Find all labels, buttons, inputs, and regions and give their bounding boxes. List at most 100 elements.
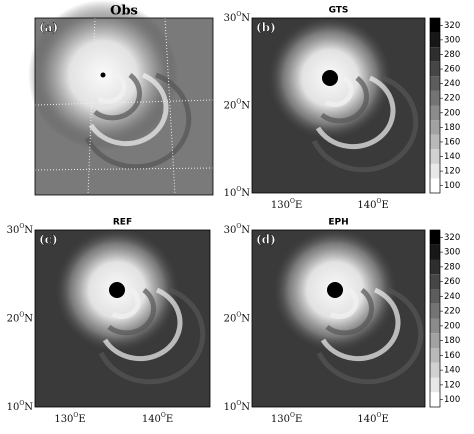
panel-label: (c) (39, 233, 58, 247)
spiral-band (84, 72, 192, 170)
colorbar-tick-label: 140 (444, 366, 460, 376)
colorbar-tick-label: 240 (444, 79, 460, 89)
colorbar-tick-label: 320 (444, 21, 460, 31)
colorbar-tick-label: 160 (444, 137, 460, 147)
text-part: 10 (224, 402, 237, 413)
colorbar-band (430, 120, 440, 135)
text-part: O (290, 412, 295, 419)
spiral-band (315, 75, 396, 150)
colorbar-band (430, 47, 440, 62)
text-part: 30 (224, 225, 237, 236)
latitude-label: 20ON (224, 98, 251, 111)
colorbar-tick-label: 120 (444, 380, 460, 390)
latitude-label: 20ON (7, 311, 34, 324)
panel: (a) Obs (28, 0, 214, 196)
text-part: 130 (54, 414, 73, 425)
spiral-band (311, 75, 419, 173)
panel-border (251, 229, 426, 408)
colorbar-band (430, 333, 440, 348)
text-part: O (236, 11, 241, 18)
colorbar-tick-label: 100 (444, 395, 460, 405)
text-part: 130 (271, 414, 290, 425)
latitude-label: 10ON (224, 400, 251, 413)
colorbar-band (430, 76, 440, 91)
text-part: 140 (357, 200, 376, 211)
spiral-band (102, 287, 183, 362)
text-part: 140 (357, 414, 376, 425)
spiral-band (88, 72, 169, 147)
spiral-band (97, 72, 127, 105)
colorbar-tick-label: 220 (444, 94, 460, 104)
text-part: O (236, 400, 241, 407)
colorbar-band (430, 90, 440, 106)
text-part: N (241, 100, 250, 111)
latitude-label: 30ON (7, 223, 34, 236)
eye (109, 282, 125, 298)
graticule (87, 17, 96, 196)
colorbar-tick-label: 260 (444, 277, 460, 287)
colorbar-tick-label: 220 (444, 307, 460, 317)
panel: (c) REF (34, 218, 211, 408)
panel-title: Obs (110, 4, 138, 19)
text-part: O (236, 223, 241, 230)
spiral-band (111, 287, 141, 320)
latitude-label: 30ON (224, 223, 251, 236)
longitude-label: 140OE (142, 412, 173, 425)
text-part: E (295, 414, 302, 425)
latitude-label: 20ON (224, 311, 251, 324)
spiral-band (93, 73, 142, 121)
text-part: E (295, 200, 302, 211)
text-part: 10 (7, 402, 20, 413)
latitude-label: 30ON (224, 11, 251, 24)
eye (100, 72, 106, 78)
text-part: O (19, 400, 24, 407)
text-part: O (377, 198, 382, 205)
text-part: O (236, 186, 241, 193)
spiral-band (320, 76, 369, 124)
spiral-band (316, 287, 424, 385)
eye (322, 70, 338, 86)
colorbar-tick-label: 300 (444, 35, 460, 45)
colorbar-band (430, 348, 440, 363)
text-part: O (19, 223, 24, 230)
text-part: 10 (224, 188, 237, 199)
colorbar-band (430, 259, 440, 275)
text-part: E (78, 414, 85, 425)
colorbar-band (430, 18, 440, 33)
text-part: O (236, 311, 241, 318)
panel-title: REF (113, 218, 132, 228)
panel: (d) EPH (251, 218, 426, 408)
panel-label: (d) (256, 233, 276, 247)
text-part: 20 (7, 313, 20, 324)
text-part: O (236, 98, 241, 105)
colorbar-tick-label: 280 (444, 50, 460, 60)
colorbar-band (430, 134, 440, 150)
colorbar-tick-label: 260 (444, 65, 460, 75)
colorbar-tick-label: 100 (444, 181, 460, 191)
panel-label: (a) (39, 21, 58, 35)
colorbar-border (429, 17, 441, 194)
spiral-band (325, 288, 374, 336)
latitude-label: 10ON (7, 400, 34, 413)
text-part: E (381, 414, 388, 425)
colorbar-band (430, 377, 440, 393)
text-part: N (24, 402, 33, 413)
colorbar-tick-label: 240 (444, 292, 460, 302)
colorbar-tick-label: 160 (444, 351, 460, 361)
text-part: N (241, 188, 250, 199)
text-part: O (161, 412, 166, 419)
colorbar-band (430, 303, 440, 319)
colorbar-band (430, 105, 440, 121)
longitude-label: 140OE (357, 412, 388, 425)
text-part: N (241, 402, 250, 413)
spiral-band (98, 287, 206, 385)
text-part: O (73, 412, 78, 419)
colorbar-band (430, 163, 440, 179)
text-part: 20 (224, 100, 237, 111)
colorbar-band (430, 362, 440, 378)
text-part: O (19, 311, 24, 318)
colorbar-band (430, 289, 440, 304)
panel-label: (b) (256, 21, 276, 35)
longitude-label: 130OE (271, 198, 302, 211)
